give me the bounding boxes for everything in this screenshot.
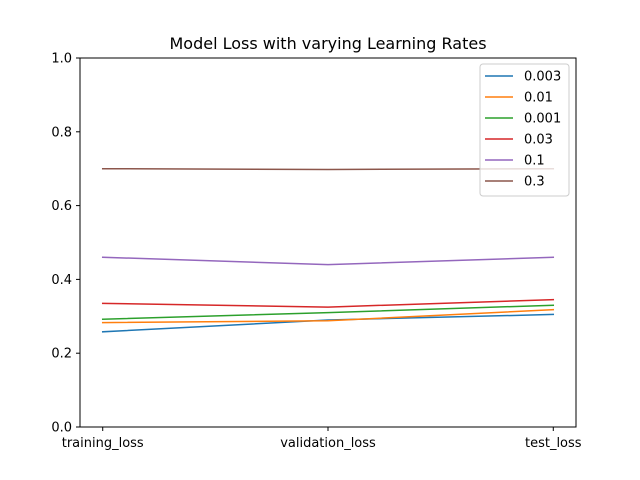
y-tick-label: 0.8 <box>51 125 72 140</box>
legend-label-4: 0.1 <box>524 154 545 169</box>
series-line-1 <box>101 308 555 324</box>
legend-label-5: 0.3 <box>524 175 545 190</box>
legend-label-1: 0.01 <box>524 91 553 106</box>
legend-label-0: 0.003 <box>524 70 561 85</box>
series-line-4 <box>101 256 555 266</box>
x-tick-label: test_loss <box>525 436 582 451</box>
y-tick-label: 0.0 <box>51 421 72 436</box>
chart-title: Model Loss with varying Learning Rates <box>169 34 486 53</box>
series-layer <box>101 167 555 333</box>
x-tick-label: training_loss <box>62 436 144 451</box>
y-tick-label: 0.6 <box>51 199 72 214</box>
series-line-2 <box>101 304 555 321</box>
y-tick-label: 0.2 <box>51 347 72 362</box>
x-tick-label: validation_loss <box>280 436 376 451</box>
y-tick-label: 1.0 <box>51 52 72 67</box>
series-line-5 <box>101 167 555 171</box>
axes-layer: 0.0 0.2 0.4 0.6 0.8 1.0 training_loss validatio… <box>51 52 581 452</box>
y-tick-label: 0.4 <box>51 273 72 288</box>
legend: 0.003 0.01 0.001 0.03 0.1 0.3 <box>479 63 570 197</box>
legend-label-3: 0.03 <box>524 133 553 148</box>
series-line-3 <box>101 298 555 308</box>
legend-label-2: 0.001 <box>524 112 561 127</box>
